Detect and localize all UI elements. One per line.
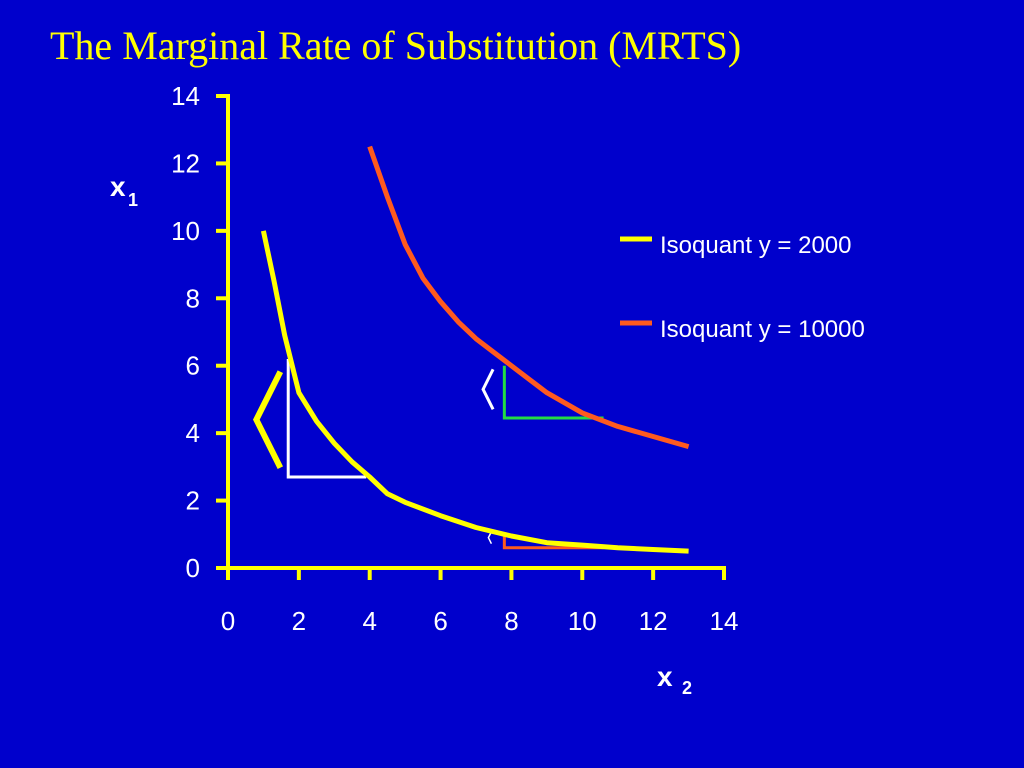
legend-label: Isoquant y = 2000 [660, 232, 851, 259]
y-tick-label: 14 [171, 81, 200, 111]
x-tick-label: 2 [292, 606, 306, 636]
x-tick-label: 12 [639, 606, 668, 636]
legend-label: Isoquant y = 10000 [660, 316, 865, 343]
x-tick-label: 0 [221, 606, 235, 636]
chart-series [260, 145, 690, 554]
y-tick-label: 2 [186, 486, 200, 516]
mrts-annotations [252, 358, 604, 550]
tick-labels: 0 2 4 6 8 10 12 14 0 2 4 6 8 10 12 14 [171, 81, 738, 636]
x-tick-label: 8 [504, 606, 518, 636]
isoquant-10000-line [367, 145, 690, 450]
y-tick-label: 4 [186, 418, 200, 448]
y-tick-label: 12 [171, 148, 200, 178]
mrts-triangle [502, 535, 604, 550]
slide-title: The Marginal Rate of Substitution (MRTS) [50, 23, 742, 68]
x-tick-label: 14 [710, 606, 739, 636]
y-tick-label: 10 [171, 216, 200, 246]
y-tick-label: 6 [186, 351, 200, 381]
y-axis-label: x [110, 171, 126, 202]
x-tick-label: 4 [362, 606, 376, 636]
y-tick-label: 8 [186, 283, 200, 313]
x-axis-label-subscript: 2 [682, 678, 692, 698]
axis-labels: x 1 x 2 [110, 171, 692, 698]
chart-legend: Isoquant y = 2000 Isoquant y = 10000 [620, 232, 865, 343]
mrts-bracket [481, 368, 495, 410]
chart-axes [216, 94, 726, 580]
isoquant-2000-line [260, 230, 689, 554]
mrts-triangle [286, 358, 367, 479]
x-tick-label: 10 [568, 606, 597, 636]
mrts-triangle [502, 365, 604, 420]
mrts-bracket [487, 531, 493, 544]
y-axis-label-subscript: 1 [128, 190, 138, 210]
x-tick-label: 6 [433, 606, 447, 636]
x-axis-label: x [657, 661, 673, 692]
mrts-bracket [252, 370, 284, 469]
y-tick-label: 0 [186, 553, 200, 583]
